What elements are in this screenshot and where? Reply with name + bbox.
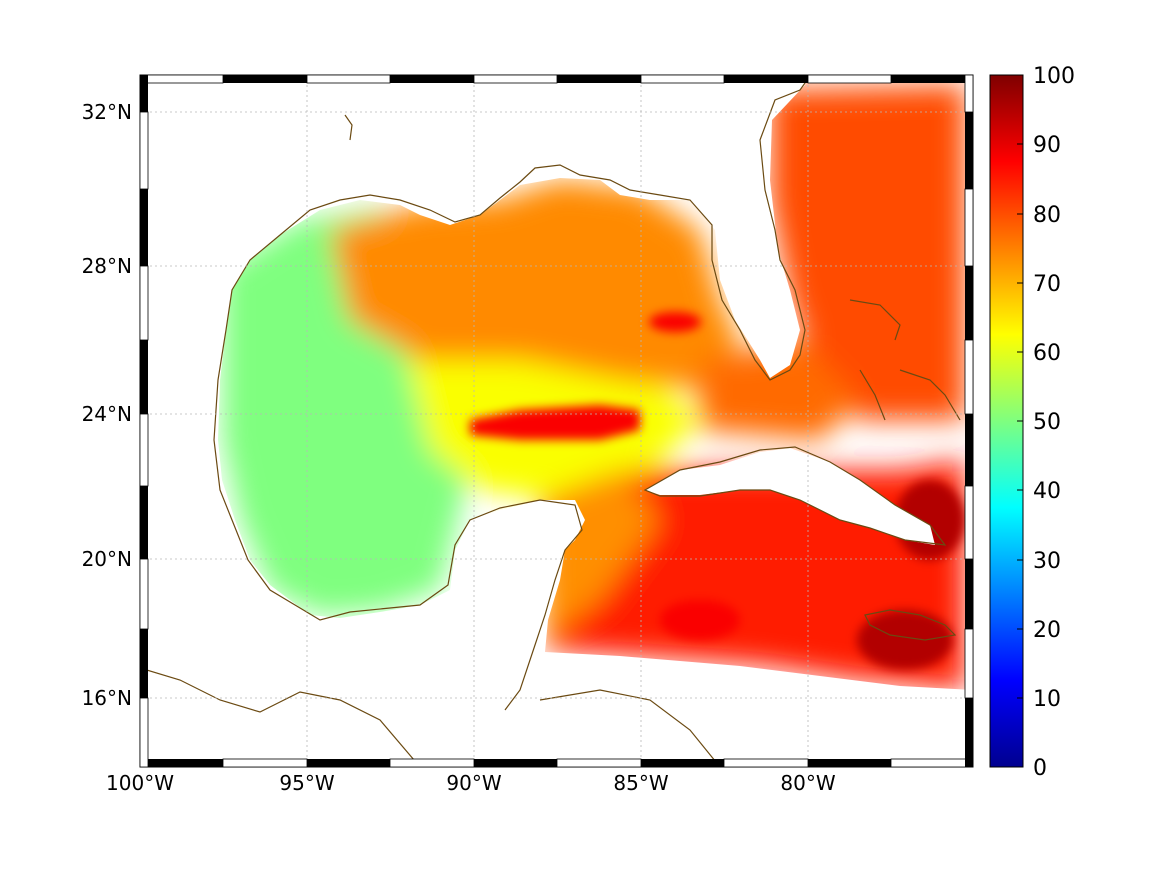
colorbar-tick-0: 0 [1033, 756, 1047, 781]
field-hotspot-jamaica [857, 610, 953, 670]
colorbar-tick-10: 10 [1033, 687, 1061, 712]
lat-label-32n: 32°N [82, 100, 132, 124]
colorbar: 100 90 80 70 60 50 40 30 20 10 0 [989, 64, 1075, 781]
graticule [140, 75, 973, 767]
field-hotspot-caribbean [660, 600, 740, 640]
field-northern-gulf [330, 180, 740, 390]
colorbar-tick-60: 60 [1033, 341, 1061, 366]
lat-label-28n: 28°N [82, 254, 132, 278]
latitude-labels: 32°N 28°N 24°N 20°N 16°N [82, 100, 132, 710]
colorbar-tick-100: 100 [1033, 64, 1075, 89]
coastline [140, 75, 961, 767]
colorbar-tick-40: 40 [1033, 479, 1061, 504]
colorbar-tick-90: 90 [1033, 133, 1061, 158]
field-straits [700, 340, 860, 440]
lon-label-90w: 90°W [446, 771, 501, 795]
lon-label-85w: 85°W [613, 771, 668, 795]
longitude-labels: 100°W 95°W 90°W 85°W 80°W [106, 771, 836, 795]
land-mexico-central-america [140, 75, 973, 767]
ocean-data-field [140, 75, 973, 767]
lon-label-95w: 95°W [279, 771, 334, 795]
field-loop-current-band [470, 405, 640, 440]
colorbar-tick-80: 80 [1033, 203, 1061, 228]
colorbar-tick-20: 20 [1033, 618, 1061, 643]
field-atlantic [770, 85, 965, 420]
colorbar-tick-70: 70 [1033, 272, 1061, 297]
lat-label-24n: 24°N [82, 402, 132, 426]
lat-label-20n: 20°N [82, 547, 132, 571]
lon-label-100w: 100°W [106, 771, 174, 795]
colorbar-tick-30: 30 [1033, 549, 1061, 574]
colorbar-tick-50: 50 [1033, 410, 1061, 435]
lat-label-16n: 16°N [82, 686, 132, 710]
map-frame [139, 74, 974, 768]
lon-label-80w: 80°W [780, 771, 835, 795]
field-hotspot-ne-gulf [649, 312, 701, 332]
